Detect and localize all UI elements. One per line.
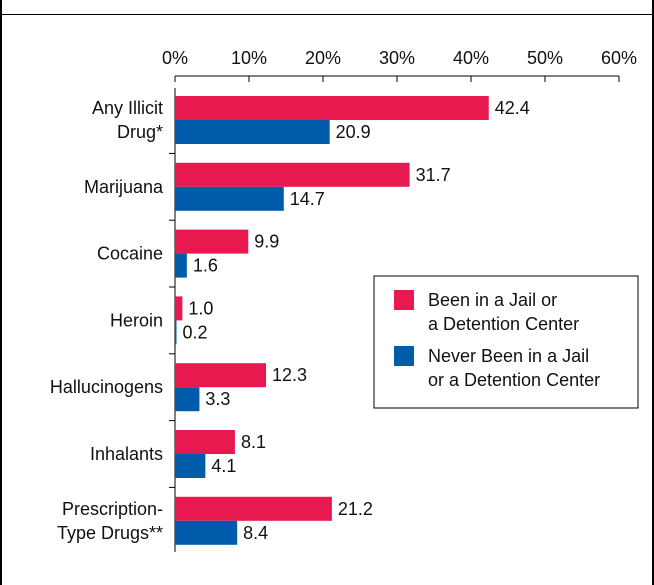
data-label: 12.3 — [272, 365, 307, 385]
data-label: 31.7 — [416, 165, 451, 185]
legend-label: Never Been in a Jail — [428, 346, 589, 366]
data-label: 1.0 — [188, 298, 213, 318]
bars: 42.4 20.9 31.7 14.7 9.9 1.6 1.0 0.2 12.3 3.3 8.14.… — [175, 96, 530, 545]
x-tick-label: 20% — [305, 48, 341, 68]
legend-label: or a Detention Center — [428, 370, 600, 390]
data-label: 0.2 — [182, 322, 207, 342]
x-tick-label: 40% — [453, 48, 489, 68]
data-label: 8.1 — [241, 432, 266, 452]
never-jail-bar — [175, 320, 177, 345]
data-label: 42.4 — [495, 98, 530, 118]
top-rule — [0, 14, 654, 15]
data-label: 4.1 — [211, 456, 236, 476]
x-tick-label: 50% — [527, 48, 563, 68]
jail-bar — [175, 162, 410, 187]
never-jail-bar — [175, 387, 200, 412]
category-label: Type Drugs** — [57, 523, 163, 543]
legend-swatch — [394, 290, 414, 310]
data-label: 20.9 — [336, 122, 371, 142]
category-labels: Any Illicit Drug* Marijuana Cocaine Heroin Ha… — [50, 98, 164, 543]
legend-swatch — [394, 346, 414, 366]
category-label: Heroin — [110, 310, 163, 330]
never-jail-bar — [175, 454, 206, 478]
x-tick-label: 10% — [231, 48, 267, 68]
jail-bar — [175, 296, 183, 321]
jail-bar — [175, 229, 249, 254]
category-label: Prescription- — [62, 499, 163, 519]
category-label: Any Illicit — [92, 98, 163, 118]
category-label: Inhalants — [90, 444, 163, 464]
data-label: 14.7 — [290, 189, 325, 209]
legend-box — [373, 275, 639, 409]
never-jail-bar — [175, 253, 187, 278]
jail-bar — [175, 363, 267, 388]
legend-label: Been in a Jail or — [428, 290, 557, 310]
legend: Been in a Jail or a Detention Center Never… — [373, 275, 639, 409]
category-label: Drug* — [117, 122, 163, 142]
jail-bar — [175, 496, 332, 521]
x-tick-label: 30% — [379, 48, 415, 68]
x-tick-label: 0% — [162, 48, 188, 68]
jail-bar — [175, 96, 489, 120]
data-label: 3.3 — [205, 389, 230, 409]
category-label: Hallucinogens — [50, 377, 163, 397]
data-label: 9.9 — [254, 232, 279, 252]
x-tick-label: 60% — [601, 48, 637, 68]
legend-label: a Detention Center — [428, 314, 579, 334]
data-label: 21.2 — [338, 499, 373, 519]
data-label: 8.4 — [243, 523, 268, 543]
jail-bar — [175, 430, 235, 454]
category-label: Cocaine — [97, 244, 163, 264]
never-jail-bar — [175, 520, 238, 545]
category-label: Marijuana — [84, 177, 164, 197]
data-label: 1.6 — [193, 256, 218, 276]
never-jail-bar — [175, 120, 330, 144]
never-jail-bar — [175, 186, 284, 211]
